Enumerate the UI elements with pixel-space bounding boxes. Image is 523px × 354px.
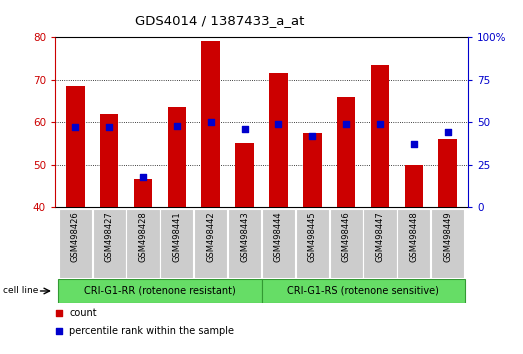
Text: CRI-G1-RR (rotenone resistant): CRI-G1-RR (rotenone resistant) — [84, 286, 236, 296]
Text: GSM498449: GSM498449 — [444, 211, 452, 262]
Point — [308, 133, 316, 138]
Text: GDS4014 / 1387433_a_at: GDS4014 / 1387433_a_at — [135, 14, 304, 27]
Bar — [228, 209, 261, 278]
Bar — [134, 179, 152, 207]
Point — [207, 119, 215, 125]
Bar — [201, 41, 220, 207]
Bar — [262, 279, 465, 303]
Point — [274, 121, 282, 127]
Point — [139, 174, 147, 179]
Text: GSM498428: GSM498428 — [139, 211, 147, 262]
Bar — [160, 209, 194, 278]
Bar — [431, 209, 464, 278]
Bar — [269, 73, 288, 207]
Point — [295, 78, 303, 84]
Bar — [235, 143, 254, 207]
Point — [71, 124, 79, 130]
Bar — [405, 165, 423, 207]
Bar — [371, 65, 389, 207]
Text: cell line: cell line — [3, 286, 38, 296]
Text: GSM498441: GSM498441 — [173, 211, 181, 262]
Point — [444, 130, 452, 135]
Text: GSM498447: GSM498447 — [376, 211, 384, 262]
Text: GSM498426: GSM498426 — [71, 211, 79, 262]
Bar — [295, 209, 329, 278]
Text: percentile rank within the sample: percentile rank within the sample — [70, 326, 234, 336]
Bar — [438, 139, 457, 207]
Point — [376, 121, 384, 127]
Text: count: count — [70, 308, 97, 318]
Text: GSM498444: GSM498444 — [274, 211, 283, 262]
Bar — [66, 86, 85, 207]
Bar — [397, 209, 430, 278]
Bar — [303, 133, 322, 207]
Text: GSM498442: GSM498442 — [206, 211, 215, 262]
Text: GSM498446: GSM498446 — [342, 211, 350, 262]
Text: CRI-G1-RS (rotenone sensitive): CRI-G1-RS (rotenone sensitive) — [287, 286, 439, 296]
Bar — [194, 209, 228, 278]
Point — [295, 239, 303, 245]
Bar — [337, 97, 356, 207]
Bar — [127, 209, 160, 278]
Bar — [58, 279, 262, 303]
Text: GSM498448: GSM498448 — [410, 211, 418, 262]
Bar — [59, 209, 92, 278]
Point — [241, 126, 249, 132]
Point — [173, 123, 181, 129]
Bar — [100, 114, 118, 207]
Bar — [262, 209, 295, 278]
Text: GSM498427: GSM498427 — [105, 211, 113, 262]
Bar — [167, 107, 186, 207]
Bar — [363, 209, 396, 278]
Bar — [93, 209, 126, 278]
Bar — [329, 209, 363, 278]
Point — [410, 141, 418, 147]
Point — [342, 121, 350, 127]
Point — [105, 124, 113, 130]
Text: GSM498443: GSM498443 — [240, 211, 249, 262]
Text: GSM498445: GSM498445 — [308, 211, 317, 262]
